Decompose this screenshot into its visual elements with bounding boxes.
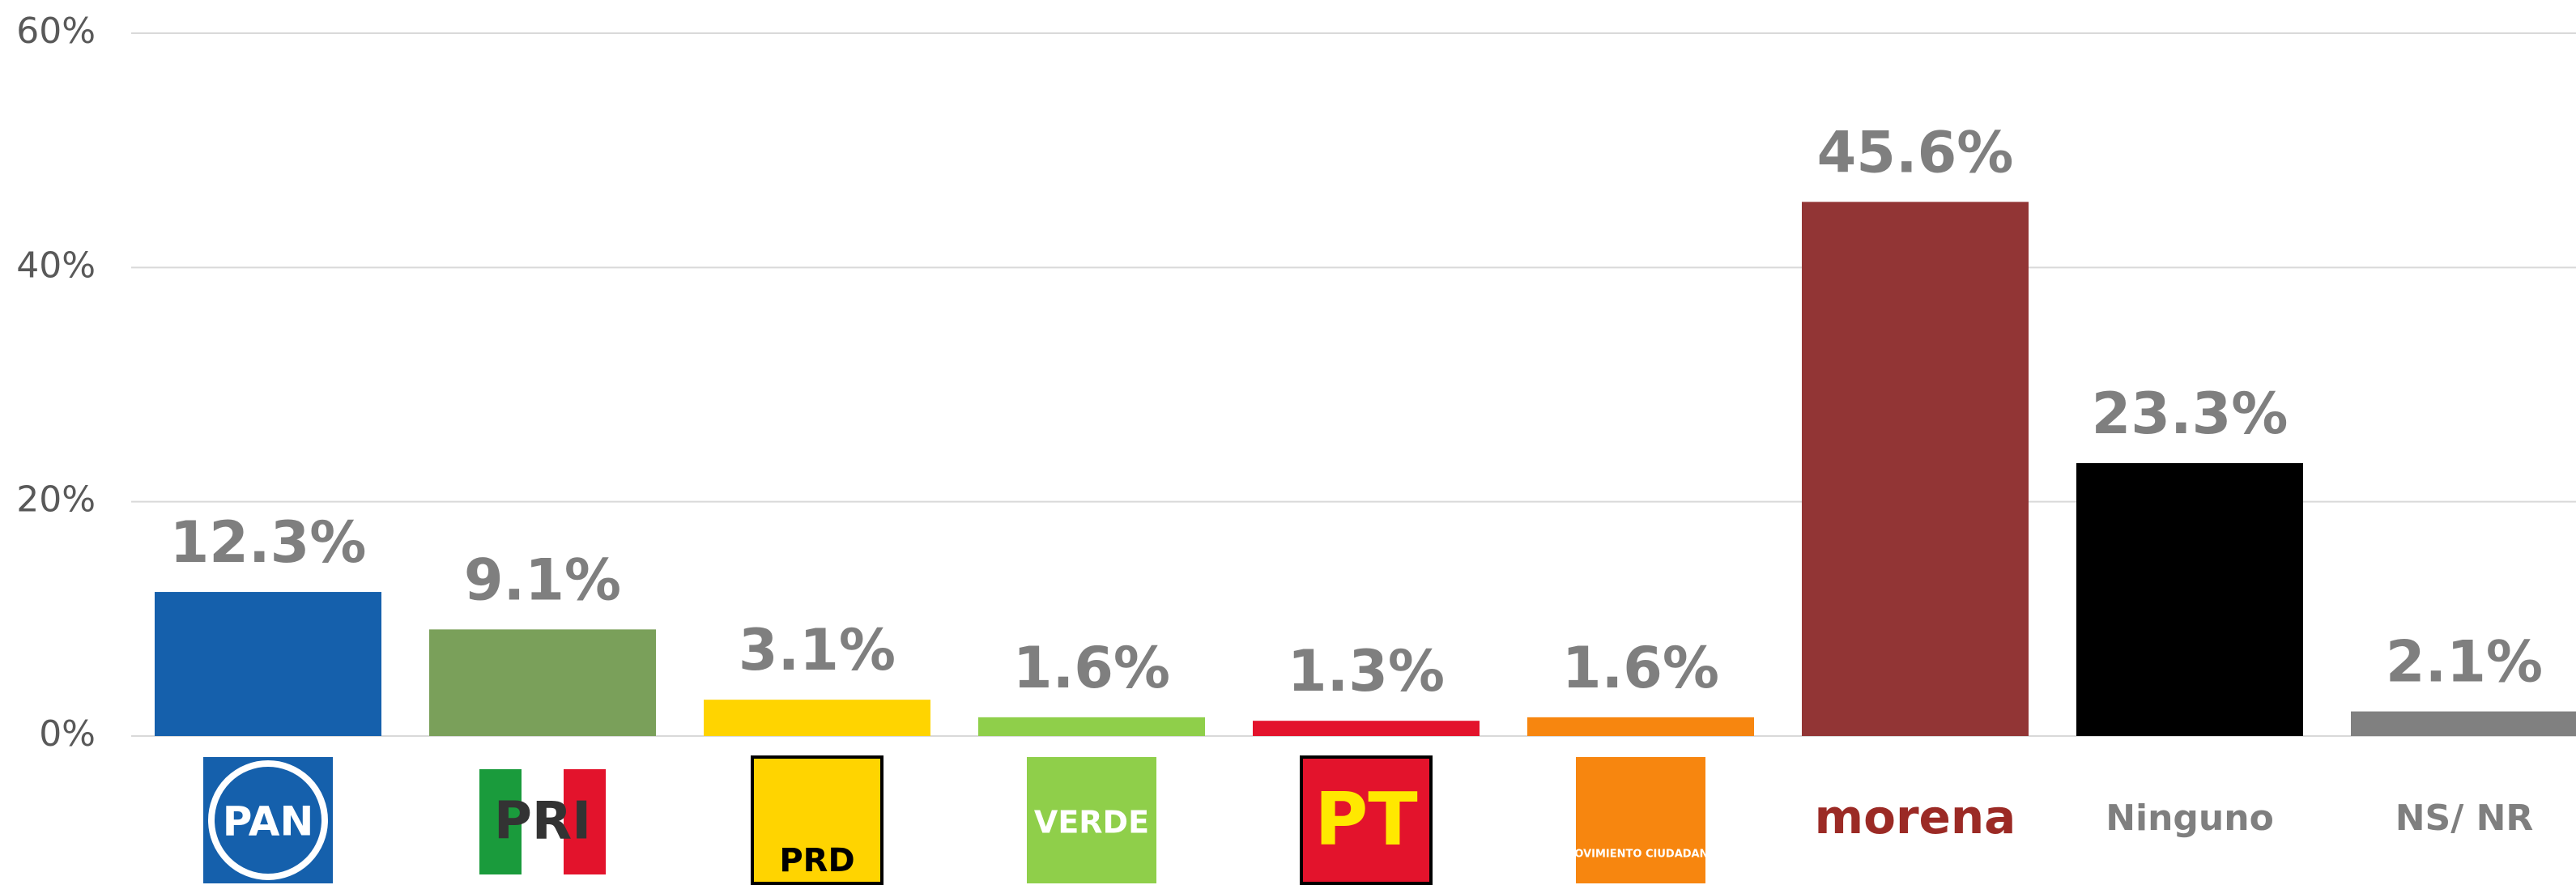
value-label: 23.3% [2092,381,2289,447]
party-logo: VERDE [1027,757,1156,883]
party-logo: PAN [203,757,333,883]
category-label: NS/ NR [2395,798,2534,839]
party-logo: MOVIMIENTO CIUDADANO [1564,757,1718,883]
bar [429,629,656,736]
y-tick-label: 0% [39,713,96,755]
bar [1527,717,1754,736]
category-label: morena [1815,789,2016,845]
category-label: PT [1314,777,1417,862]
logo-box [1576,757,1705,883]
category-label: PAN [223,798,314,845]
logo-box [751,755,884,885]
bar [1253,721,1480,736]
y-tick-label: 60% [16,11,96,52]
bar [2351,711,2576,736]
bar [1802,202,2029,736]
value-label: 1.6% [1013,635,1170,701]
category-label: VERDE [1034,805,1149,840]
bar [155,592,381,736]
value-label: 12.3% [170,509,367,576]
bar [2076,462,2303,736]
category-label: PRD [779,842,854,879]
category-label: PRI [494,792,591,852]
value-label: 1.6% [1562,635,1719,701]
logo-ring [208,760,328,880]
logo-box [1300,755,1433,885]
logo-green [479,769,522,874]
category-label: Ninguno [2106,798,2274,839]
value-label: 3.1% [739,617,896,683]
party-logo: PRI [478,757,607,883]
logo-box [203,757,333,883]
party-logo: PRD [751,755,884,885]
y-tick-label: 40% [16,245,96,286]
value-label: 9.1% [464,547,621,613]
value-label: 45.6% [1817,119,2014,185]
logo-box [1027,757,1156,883]
bar [704,700,930,736]
logo-red [564,769,606,874]
value-label: 1.3% [1288,638,1445,704]
bar [978,717,1205,736]
category-label: MOVIMIENTO CIUDADANO [1564,849,1717,861]
value-label: 2.1% [2386,629,2543,696]
y-tick-label: 20% [16,479,96,521]
party-logo: PT [1300,755,1433,885]
